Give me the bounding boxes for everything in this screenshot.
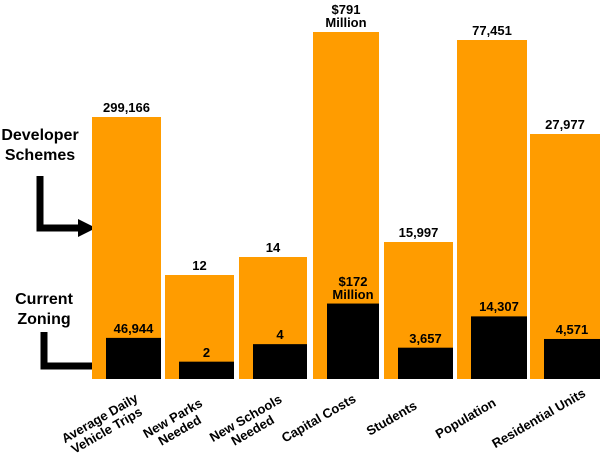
arrow (40, 332, 96, 370)
value-label: 4,571 (555, 321, 589, 337)
bar (327, 303, 379, 379)
value-label: 46,944 (113, 320, 154, 336)
bar (544, 338, 600, 379)
value-label: 27,977 (545, 117, 585, 132)
value-label: 12 (192, 258, 207, 273)
arrow-head (78, 219, 96, 237)
bar (106, 337, 161, 379)
legend-label: Developer Schemes (1, 127, 79, 164)
bar (471, 316, 527, 379)
bar (179, 361, 234, 379)
bar (530, 134, 600, 379)
value-label: 299,166 (103, 100, 150, 115)
value-label: 2 (202, 344, 211, 360)
value-label: $791 Million (325, 2, 367, 30)
legend-label: Current Zoning (15, 291, 73, 328)
arrow (36, 176, 82, 232)
bar (92, 117, 161, 379)
value-label: 3,657 (409, 330, 442, 346)
bar (398, 347, 453, 379)
value-label: 4 (276, 327, 284, 343)
value-label: 14 (265, 240, 281, 255)
value-label: 14,307 (479, 299, 519, 315)
value-label: 77,451 (472, 23, 512, 38)
bar (253, 344, 307, 379)
value-label: 15,997 (398, 225, 439, 240)
value-label: $172 Million (332, 273, 374, 302)
